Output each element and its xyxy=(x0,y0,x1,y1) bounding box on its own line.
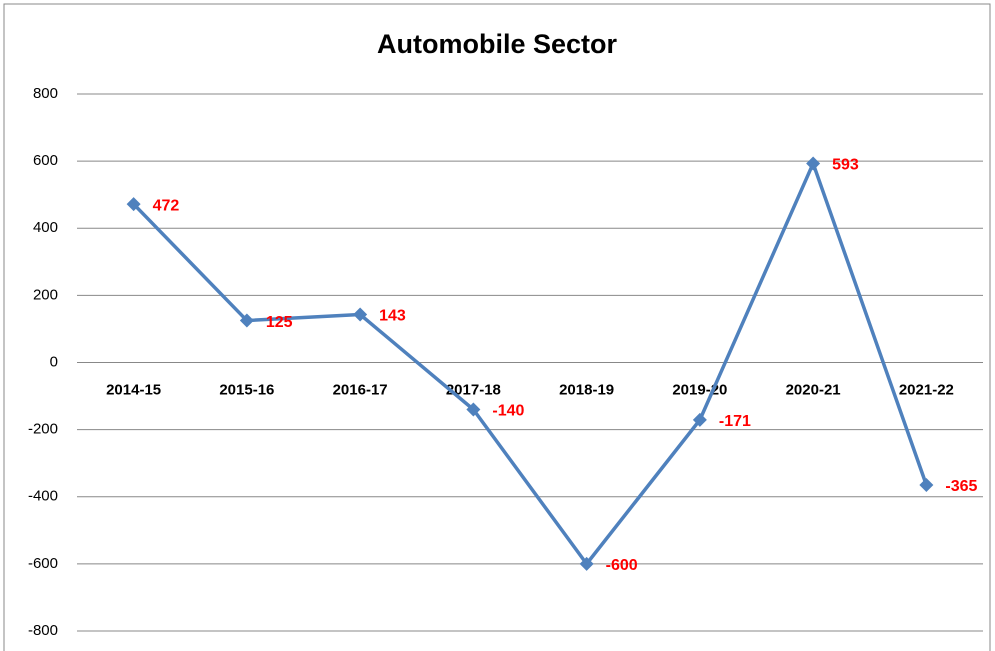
y-tick-label: -600 xyxy=(28,555,58,572)
line xyxy=(132,161,929,566)
x-tick-label: 2018-19 xyxy=(559,381,614,398)
y-tick-label: -800 xyxy=(28,622,58,639)
y-tick-label: 200 xyxy=(33,286,58,303)
marker xyxy=(919,478,934,493)
data-label: 143 xyxy=(379,308,406,325)
chart-border xyxy=(3,3,991,651)
y-tick-label: 600 xyxy=(33,152,58,169)
x-tick-label: 2020-21 xyxy=(786,381,841,398)
x-tick-label: 2015-16 xyxy=(219,381,274,398)
marker xyxy=(353,307,368,322)
y-tick-label: 400 xyxy=(33,219,58,236)
x-tick-label: 2021-22 xyxy=(899,381,954,398)
x-tick-label: 2016-17 xyxy=(333,381,388,398)
y-tick-label: -400 xyxy=(28,488,58,505)
y-tick-label: 0 xyxy=(50,353,58,370)
x-tick-label: 2014-15 xyxy=(106,381,161,398)
marker xyxy=(126,197,141,212)
x-tick-label: 2017-18 xyxy=(446,381,501,398)
marker xyxy=(579,556,594,571)
data-label: 472 xyxy=(153,197,180,214)
y-tick-label: 800 xyxy=(33,85,58,102)
data-label: 125 xyxy=(266,314,293,331)
marker xyxy=(806,156,821,171)
marker xyxy=(239,313,254,328)
x-tick-label: 2019-20 xyxy=(672,381,727,398)
data-label: -600 xyxy=(606,557,638,574)
marker xyxy=(466,402,481,417)
data-label: -171 xyxy=(719,413,751,430)
data-label: -140 xyxy=(492,403,524,420)
marker xyxy=(692,412,707,427)
y-tick-label: -200 xyxy=(28,421,58,438)
data-label: -365 xyxy=(945,478,977,495)
chart-title: Automobile Sector xyxy=(377,29,618,59)
data-label: 593 xyxy=(832,157,859,174)
